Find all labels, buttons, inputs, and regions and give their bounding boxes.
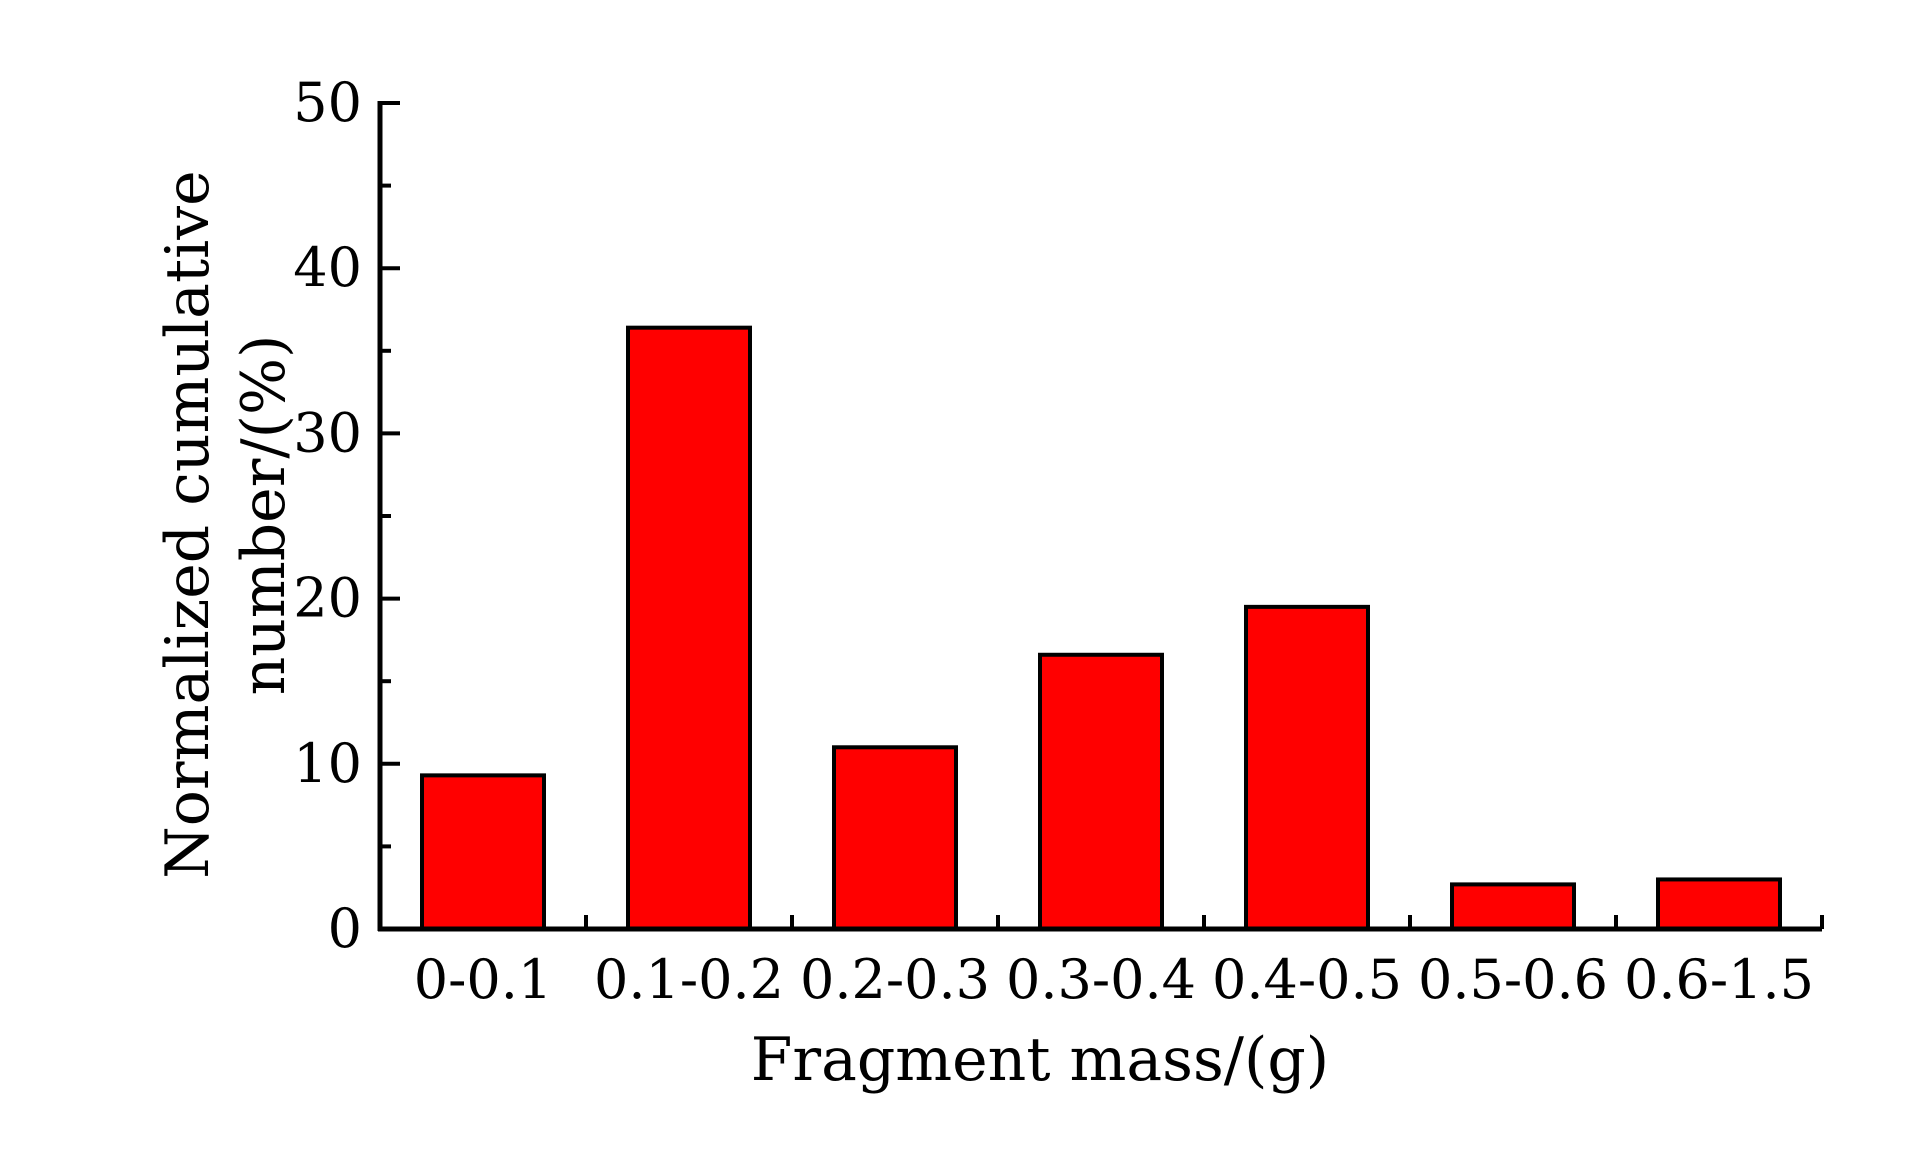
x-tick-label-0-0.1: 0-0.1 [414, 948, 552, 1011]
x-tick-label-0.5-0.6: 0.5-0.6 [1418, 948, 1608, 1011]
x-tick-label-0.2-0.3: 0.2-0.3 [800, 948, 990, 1011]
x-tick-labels: 0-0.1 0.1-0.2 0.2-0.3 0.3-0.4 0.4-0.5 0.5-0.6… [414, 948, 1814, 1011]
y-tick-label-50: 50 [293, 71, 362, 134]
bars-group [420, 325, 1782, 932]
y-axis-title: Normalized cumulative number/(%) [153, 151, 299, 878]
axes-group [377, 101, 1824, 932]
x-tick-label-0.4-0.5: 0.4-0.5 [1212, 948, 1402, 1011]
y-axis-title-line-1: Normalized cumulative [153, 170, 223, 878]
x-tick-label-0.6-1.5: 0.6-1.5 [1624, 948, 1814, 1011]
x-tick-label-0.3-0.4: 0.3-0.4 [1006, 948, 1196, 1011]
x-tick-label-0.1-0.2: 0.1-0.2 [594, 948, 784, 1011]
bar-0-0.1 [420, 773, 546, 932]
y-tick-label-20: 20 [293, 567, 362, 630]
y-tick-label-40: 40 [293, 236, 362, 299]
y-tick-label-0: 0 [328, 897, 362, 960]
y-tick-labels: 0 10 20 30 40 50 [293, 71, 362, 960]
bar-0.4-0.5 [1244, 604, 1370, 931]
bar-0.3-0.4 [1038, 652, 1164, 931]
bar-0.1-0.2 [626, 325, 752, 931]
bar-0.5-0.6 [1450, 882, 1576, 931]
bar-0.6-1.5 [1656, 877, 1782, 932]
x-axis-title: Fragment mass/(g) [751, 1025, 1329, 1095]
y-tick-label-30: 30 [293, 401, 362, 464]
bar-0.2-0.3 [832, 745, 958, 932]
y-axis-title-line-2: number/(%) [229, 335, 299, 696]
y-tick-label-10: 10 [293, 732, 362, 795]
